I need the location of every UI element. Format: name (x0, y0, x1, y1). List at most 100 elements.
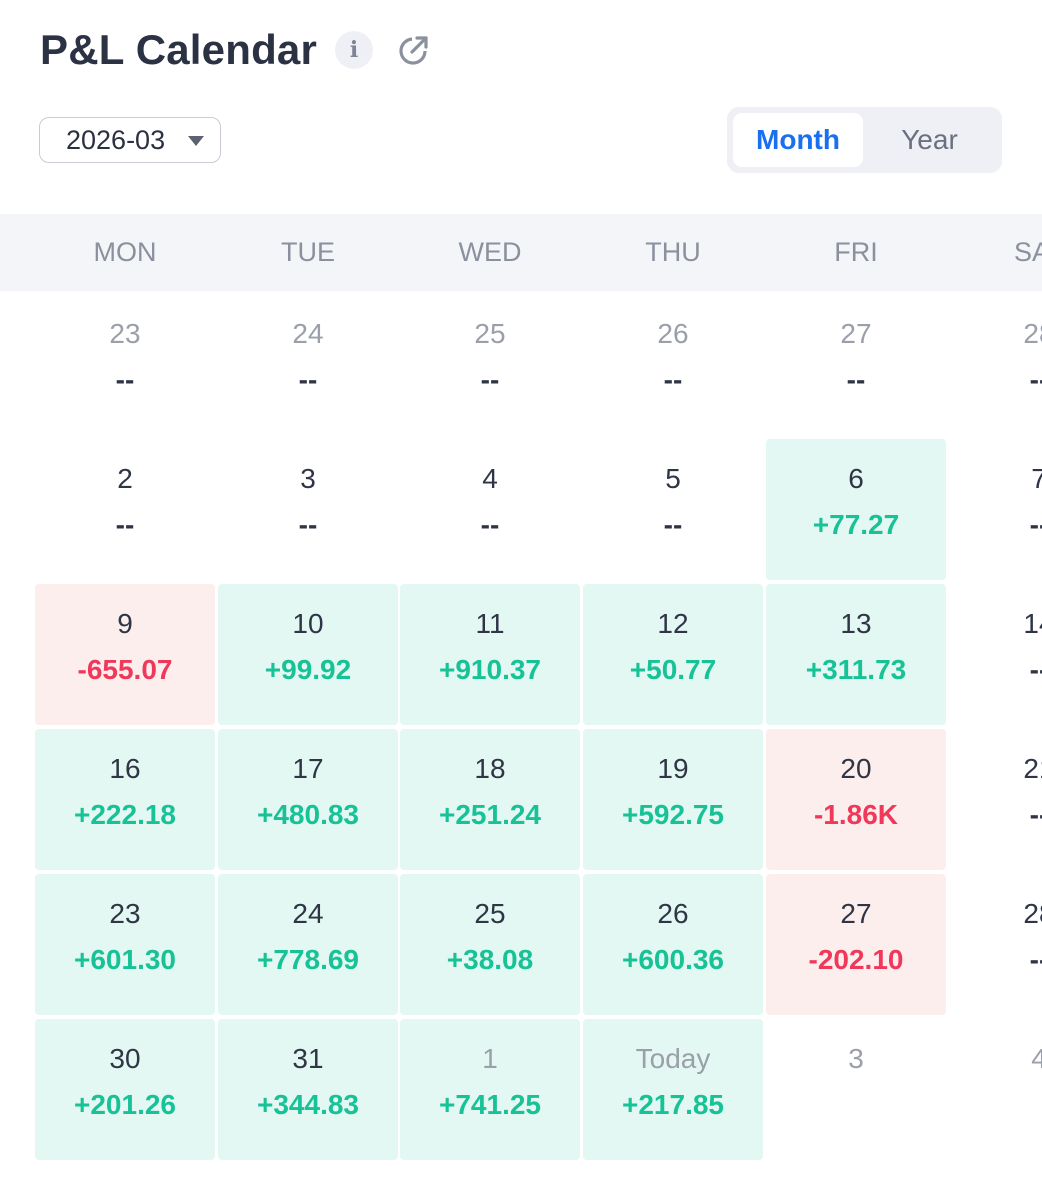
day-pnl-value: -202.10 (808, 944, 904, 975)
calendar-day-cell[interactable]: 18 +251.24 (400, 729, 580, 870)
day-pnl-value: -- (846, 364, 866, 395)
day-pnl-value: +600.36 (622, 944, 724, 975)
weekday-label: SA (1014, 237, 1042, 267)
calendar-day-cell[interactable]: 27 -202.10 (766, 874, 946, 1015)
calendar-day-cell[interactable]: 4 (949, 1019, 1042, 1160)
tab-month[interactable]: Month (733, 113, 863, 167)
day-pnl-value: +217.85 (622, 1089, 724, 1120)
day-number: 2 (117, 463, 133, 494)
calendar-day-cell[interactable]: 25 -- (400, 294, 580, 435)
day-number: 20 (840, 753, 872, 784)
calendar-day-cell[interactable]: 9 -655.07 (35, 584, 215, 725)
day-pnl-value: -- (480, 364, 500, 395)
day-pnl-value: +741.25 (439, 1089, 541, 1120)
calendar-day-cell[interactable]: 1 +741.25 (400, 1019, 580, 1160)
calendar-day-cell[interactable]: 28 -- (949, 294, 1042, 435)
day-pnl-value: -1.86K (813, 799, 899, 830)
calendar-day-cell[interactable]: 14 -- (949, 584, 1042, 725)
day-number: 1 (482, 1043, 498, 1074)
day-number: 28 (1023, 318, 1042, 349)
chevron-down-icon (188, 136, 204, 146)
day-pnl-value: -- (1029, 944, 1042, 975)
day-number: 24 (292, 318, 324, 349)
day-number: 9 (117, 608, 133, 639)
day-number: 12 (657, 608, 689, 639)
day-number: 21 (1023, 753, 1042, 784)
day-number: 14 (1023, 608, 1042, 639)
day-number: 18 (474, 753, 506, 784)
day-pnl-value: -- (115, 509, 135, 540)
day-number: 25 (474, 318, 506, 349)
calendar-day-cell[interactable]: 12 +50.77 (583, 584, 763, 725)
day-pnl-value: +344.83 (257, 1089, 359, 1120)
day-pnl-value: +38.08 (446, 944, 534, 975)
weekday-label: FRI (834, 237, 878, 267)
calendar-day-cell[interactable]: 4 -- (400, 439, 580, 580)
calendar-day-cell[interactable]: 26 +600.36 (583, 874, 763, 1015)
day-number: 28 (1023, 898, 1042, 929)
calendar-day-cell[interactable]: 10 +99.92 (218, 584, 398, 725)
day-pnl-value: -- (663, 364, 683, 395)
calendar-day-cell[interactable]: 26 -- (583, 294, 763, 435)
weekday-header: MON TUE WED THU FRI SA (0, 214, 1042, 291)
day-pnl-value: +311.73 (805, 654, 907, 685)
day-pnl-value: -- (480, 509, 500, 540)
day-number: 23 (109, 318, 141, 349)
day-pnl-value: -- (1029, 654, 1042, 685)
day-number: 13 (840, 608, 872, 639)
calendar-day-cell[interactable]: 23 +601.30 (35, 874, 215, 1015)
weekday-label: MON (93, 237, 157, 267)
info-icon[interactable]: i (335, 31, 374, 69)
calendar-day-cell[interactable]: 28 -- (949, 874, 1042, 1015)
day-number: 23 (109, 898, 141, 929)
calendar-day-cell[interactable]: Today +217.85 (583, 1019, 763, 1160)
day-number: 16 (109, 753, 141, 784)
external-link-icon[interactable] (397, 33, 431, 67)
calendar-day-cell[interactable]: 16 +222.18 (35, 729, 215, 870)
calendar-day-cell[interactable]: 19 +592.75 (583, 729, 763, 870)
calendar-day-cell[interactable]: 3 -- (218, 439, 398, 580)
calendar-day-cell[interactable]: 13 +311.73 (766, 584, 946, 725)
day-pnl-value: +910.37 (439, 654, 541, 685)
day-pnl-value: +778.69 (257, 944, 359, 975)
calendar-day-cell[interactable]: 20 -1.86K (766, 729, 946, 870)
calendar-day-cell[interactable]: 6 +77.27 (766, 439, 946, 580)
day-pnl-value: +99.92 (264, 654, 352, 685)
tab-year[interactable]: Year (901, 124, 958, 155)
calendar-day-cell[interactable]: 3 (766, 1019, 946, 1160)
day-number: 26 (657, 898, 689, 929)
day-pnl-value: -- (663, 509, 683, 540)
calendar-day-cell[interactable]: 25 +38.08 (400, 874, 580, 1015)
day-number: 7 (1031, 463, 1042, 494)
day-pnl-value: +601.30 (74, 944, 176, 975)
calendar-day-cell[interactable]: 21 -- (949, 729, 1042, 870)
view-toggle: Month Year (727, 107, 1002, 173)
day-pnl-value: -- (298, 509, 318, 540)
day-pnl-value: -- (115, 364, 135, 395)
calendar-day-cell[interactable]: 23 -- (35, 294, 215, 435)
day-number: 27 (840, 318, 872, 349)
calendar-day-cell[interactable]: 17 +480.83 (218, 729, 398, 870)
calendar-day-cell[interactable]: 27 -- (766, 294, 946, 435)
day-pnl-value: -- (1029, 509, 1042, 540)
day-number: 11 (475, 608, 505, 639)
day-pnl-value: -655.07 (77, 654, 173, 685)
calendar-day-cell[interactable]: 2 -- (35, 439, 215, 580)
day-pnl-value: -- (1029, 364, 1042, 395)
page-title: P&L Calendar (40, 26, 318, 73)
calendar-day-cell[interactable]: 7 -- (949, 439, 1042, 580)
calendar-day-cell[interactable]: 30 +201.26 (35, 1019, 215, 1160)
calendar-day-cell[interactable]: 5 -- (583, 439, 763, 580)
day-pnl-value: +480.83 (257, 799, 359, 830)
calendar-day-cell[interactable]: 24 -- (218, 294, 398, 435)
calendar-day-cell[interactable]: 11 +910.37 (400, 584, 580, 725)
title-row: P&L Calendar i (40, 22, 431, 78)
day-number: 30 (109, 1043, 141, 1074)
day-number: 4 (482, 463, 498, 494)
month-picker[interactable]: 2026-03 (39, 117, 221, 163)
day-number: 4 (1031, 1043, 1042, 1074)
calendar-day-cell[interactable]: 31 +344.83 (218, 1019, 398, 1160)
calendar-day-cell[interactable]: 24 +778.69 (218, 874, 398, 1015)
day-pnl-value: +201.26 (74, 1089, 176, 1120)
day-number: 19 (657, 753, 689, 784)
